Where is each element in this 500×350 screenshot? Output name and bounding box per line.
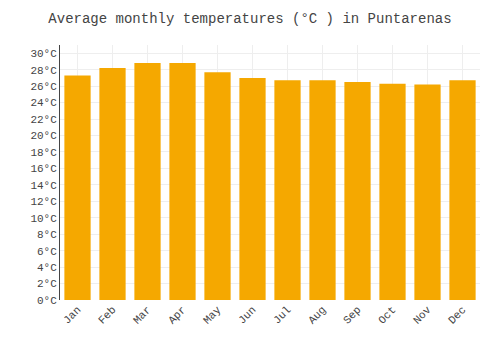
svg-text:Dec: Dec: [446, 304, 468, 326]
svg-text:22°C: 22°C: [30, 114, 57, 126]
svg-text:8°C: 8°C: [37, 229, 57, 241]
svg-text:10°C: 10°C: [30, 213, 57, 225]
svg-text:18°C: 18°C: [30, 147, 57, 159]
svg-text:Average monthly temperatures (: Average monthly temperatures (°C ) in Pu…: [48, 11, 451, 27]
svg-text:24°C: 24°C: [30, 97, 57, 109]
svg-text:26°C: 26°C: [30, 81, 57, 93]
svg-text:Aug: Aug: [306, 304, 328, 326]
svg-text:May: May: [201, 304, 224, 327]
svg-text:Apr: Apr: [166, 304, 188, 326]
svg-text:Jul: Jul: [271, 304, 293, 326]
svg-text:Feb: Feb: [96, 304, 118, 326]
svg-text:Sep: Sep: [341, 304, 363, 326]
svg-text:Jun: Jun: [236, 304, 258, 326]
svg-text:0°C: 0°C: [37, 295, 57, 307]
svg-text:28°C: 28°C: [30, 65, 57, 77]
svg-text:30°C: 30°C: [30, 48, 57, 60]
svg-text:16°C: 16°C: [30, 163, 57, 175]
svg-text:Mar: Mar: [131, 304, 153, 326]
svg-text:12°C: 12°C: [30, 196, 57, 208]
svg-text:4°C: 4°C: [37, 262, 57, 274]
svg-text:14°C: 14°C: [30, 180, 57, 192]
svg-text:6°C: 6°C: [37, 246, 57, 258]
svg-text:Nov: Nov: [411, 304, 434, 327]
svg-text:20°C: 20°C: [30, 130, 57, 142]
svg-text:Oct: Oct: [376, 304, 398, 326]
svg-text:2°C: 2°C: [37, 278, 57, 290]
svg-text:Jan: Jan: [61, 304, 83, 326]
